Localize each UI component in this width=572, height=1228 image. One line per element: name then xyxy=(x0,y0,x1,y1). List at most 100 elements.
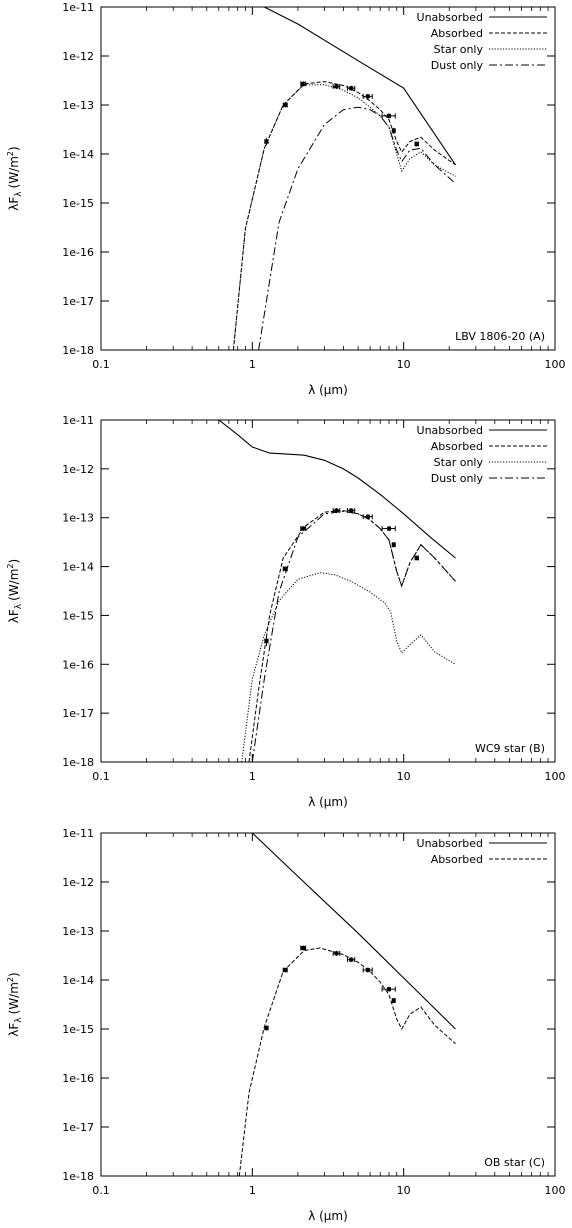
plot-frame xyxy=(100,832,556,1177)
y-tick-label: 1e-11 xyxy=(62,414,94,427)
point-marker xyxy=(283,566,288,571)
y-axis-label-close: ) xyxy=(7,559,21,564)
point-marker xyxy=(301,945,306,950)
y-tick-label: 1e-14 xyxy=(62,148,94,161)
data-point xyxy=(391,542,396,548)
point-marker xyxy=(349,86,354,91)
y-tick-label: 1e-16 xyxy=(62,658,94,671)
series-line-absorbed xyxy=(238,947,456,1176)
point-marker xyxy=(264,139,269,144)
x-tick-label: 1 xyxy=(249,358,256,371)
y-axis-label-main: λF xyxy=(7,197,21,211)
data-point xyxy=(414,555,419,561)
x-tick-label: 1 xyxy=(249,770,256,783)
point-marker xyxy=(334,84,339,89)
x-tick-label: 100 xyxy=(545,1184,566,1197)
x-tick-label: 10 xyxy=(397,1184,411,1197)
y-tick-label: 1e-14 xyxy=(62,561,94,574)
point-marker xyxy=(391,128,396,133)
point-marker xyxy=(349,508,354,513)
legend: Unabsorbed Absorbed Star only Dust only xyxy=(417,424,547,485)
data-point xyxy=(332,83,341,89)
legend-label: Unabsorbed xyxy=(417,424,483,437)
x-axis-label: λ (μm) xyxy=(308,383,348,397)
legend-label: Dust only xyxy=(431,59,484,72)
data-point xyxy=(300,945,307,951)
legend: Unabsorbed Absorbed xyxy=(417,837,547,866)
legend-label: Dust only xyxy=(431,472,484,485)
point-marker xyxy=(391,542,396,547)
data-layer xyxy=(218,420,456,762)
chart-panel-1: 0.1 1 10 100 1e-18 1e-17 1e-16 1e-15 1e-14 1e-13 1… xyxy=(6,414,566,809)
series-line-dust-only xyxy=(258,106,456,350)
y-axis-label-unit: (W/m xyxy=(7,569,21,601)
y-tick-label: 1e-17 xyxy=(62,707,94,720)
data-point xyxy=(264,635,269,646)
legend-label: Unabsorbed xyxy=(417,837,483,850)
data-point xyxy=(264,1025,269,1031)
point-marker xyxy=(387,987,392,992)
legend: Unabsorbed Absorbed Star only Dust only xyxy=(417,11,547,72)
data-point xyxy=(391,128,396,134)
y-tick-label: 1e-15 xyxy=(62,1023,94,1036)
point-marker xyxy=(264,638,269,643)
legend-label: Star only xyxy=(434,43,484,56)
y-tick-label: 1e-15 xyxy=(62,609,94,622)
plot-frame xyxy=(100,6,556,351)
series-line-unabsorbed xyxy=(251,833,456,1030)
y-tick-label: 1e-16 xyxy=(62,1072,94,1085)
point-marker xyxy=(283,103,288,107)
point-marker xyxy=(301,526,306,531)
series-line-star-only xyxy=(241,572,456,762)
y-axis-label-subscript: λ xyxy=(14,1017,24,1023)
chart-panel-0: 0.1 1 10 100 1e-18 1e-17 1e-16 1e-15 1e-14 1e-13 1… xyxy=(6,1,566,397)
data-point xyxy=(282,566,288,572)
data-layer xyxy=(238,833,456,1176)
y-tick-label: 1e-16 xyxy=(62,246,94,259)
data-point xyxy=(346,957,356,963)
data-point xyxy=(264,137,269,146)
point-marker xyxy=(365,514,370,519)
legend-label: Unabsorbed xyxy=(417,11,483,24)
point-marker xyxy=(365,967,370,972)
point-marker xyxy=(264,1025,269,1030)
y-axis-label-close: ) xyxy=(7,972,21,977)
legend-label: Star only xyxy=(434,456,484,469)
data-point xyxy=(346,508,356,514)
y-axis-label-unit: (W/m xyxy=(7,156,21,188)
point-marker xyxy=(349,957,354,962)
y-axis-label-superscript: 2 xyxy=(6,563,15,568)
y-tick-label: 1e-12 xyxy=(62,50,94,63)
y-tick-label: 1e-18 xyxy=(62,344,94,357)
x-tick-label: 100 xyxy=(545,770,566,783)
y-tick-label: 1e-13 xyxy=(62,99,94,112)
data-point xyxy=(300,81,307,87)
y-axis-label: λFλ (W/m2) xyxy=(6,972,24,1036)
series-line-star-only xyxy=(232,84,456,350)
point-marker xyxy=(387,526,392,531)
y-axis-label-main: λF xyxy=(7,1023,21,1037)
chart-panel-2: 0.1 1 10 100 1e-18 1e-17 1e-16 1e-15 1e-14 1e-13 1… xyxy=(6,827,566,1223)
y-axis-label-superscript: 2 xyxy=(6,977,15,982)
data-point xyxy=(362,514,373,520)
y-axis-label-subscript: λ xyxy=(14,191,24,197)
y-axis-label-close: ) xyxy=(7,146,21,151)
point-marker xyxy=(365,94,370,99)
data-layer xyxy=(232,7,456,350)
y-axis-label-unit: (W/m xyxy=(7,982,21,1014)
point-marker xyxy=(391,998,396,1003)
x-tick-label: 0.1 xyxy=(92,1184,110,1197)
point-marker xyxy=(414,555,419,560)
y-axis-label: λFλ (W/m2) xyxy=(6,559,24,623)
point-marker xyxy=(334,508,339,513)
y-tick-label: 1e-17 xyxy=(62,1121,94,1134)
data-point xyxy=(332,950,341,956)
data-point xyxy=(381,526,396,532)
data-point xyxy=(300,526,307,532)
data-point xyxy=(282,967,288,973)
x-tick-label: 0.1 xyxy=(92,358,110,371)
y-tick-label: 1e-13 xyxy=(62,512,94,525)
data-point xyxy=(414,141,419,147)
panel-annotation: OB star (C) xyxy=(484,1156,545,1169)
